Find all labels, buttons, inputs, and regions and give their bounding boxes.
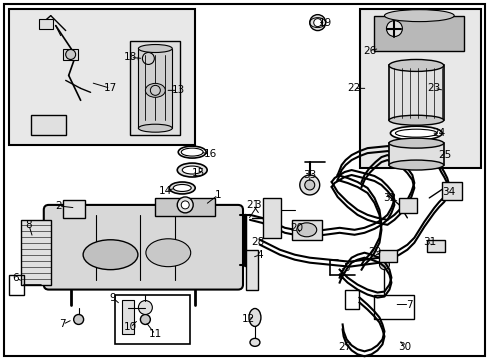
Text: 33: 33 [303,170,316,180]
Text: 21: 21 [246,200,259,210]
Ellipse shape [169,182,195,194]
Bar [427,240,444,252]
Text: 23: 23 [427,84,440,93]
Bar [441,182,461,200]
Text: 12: 12 [241,314,254,324]
Text: 31: 31 [422,237,435,247]
Circle shape [150,85,160,95]
Ellipse shape [138,45,172,53]
Ellipse shape [138,124,172,132]
Text: 16: 16 [203,149,216,159]
Text: 19: 19 [318,18,332,28]
Ellipse shape [177,163,207,177]
Ellipse shape [83,240,138,270]
Text: 13: 13 [171,85,184,95]
Ellipse shape [145,84,165,97]
Bar [115,294,190,345]
Ellipse shape [173,184,191,192]
Text: 11: 11 [148,329,162,339]
Ellipse shape [145,239,190,267]
Bar [9,275,24,294]
Text: 2: 2 [55,201,62,211]
Ellipse shape [249,338,260,346]
Text: 9: 9 [109,293,116,302]
Text: 10: 10 [123,323,137,332]
Circle shape [74,315,83,324]
Text: 5: 5 [343,263,349,273]
Bar [245,250,258,289]
FancyBboxPatch shape [44,205,243,289]
Bar [138,49,172,128]
Bar [359,9,480,168]
Bar [263,198,280,238]
Text: 7: 7 [405,300,412,310]
Text: 24: 24 [432,128,445,138]
Bar [130,41,180,135]
Bar [122,300,134,334]
Text: 3: 3 [254,200,261,210]
Text: 14: 14 [159,186,172,196]
Bar [379,250,397,262]
Bar [62,200,84,218]
Ellipse shape [182,166,202,174]
Bar [31,115,65,135]
Ellipse shape [384,10,453,22]
Bar [39,19,53,28]
Text: 25: 25 [438,150,451,160]
Ellipse shape [389,126,441,140]
Text: 26: 26 [362,45,375,55]
Text: 8: 8 [25,220,32,230]
Bar [291,220,321,240]
Ellipse shape [178,146,206,158]
Ellipse shape [388,160,443,170]
Circle shape [386,21,402,37]
Bar [388,66,443,120]
Circle shape [379,260,388,270]
Ellipse shape [248,309,261,327]
Text: 7: 7 [59,319,66,329]
Text: 28: 28 [251,237,264,247]
Circle shape [65,50,76,59]
Circle shape [309,15,325,31]
Bar [399,198,416,213]
Text: 17: 17 [103,84,117,93]
Text: 18: 18 [123,53,137,63]
Circle shape [177,197,193,213]
Text: 20: 20 [290,223,303,233]
Circle shape [138,49,158,68]
Circle shape [138,301,152,315]
Bar [374,294,413,319]
Text: 32: 32 [382,193,395,203]
Text: 29: 29 [367,247,380,257]
Text: 22: 22 [346,84,360,93]
Circle shape [313,19,321,27]
Bar [62,49,78,60]
Circle shape [299,175,319,195]
Text: 27: 27 [337,342,350,352]
Text: 34: 34 [442,187,455,197]
Text: 30: 30 [397,342,410,352]
Bar [344,289,358,310]
Ellipse shape [296,223,316,237]
Bar [21,220,51,285]
Text: 6: 6 [13,273,19,283]
Text: 15: 15 [191,168,204,178]
Ellipse shape [388,59,443,71]
Circle shape [181,201,189,209]
Ellipse shape [388,115,443,125]
Bar [155,198,215,216]
Text: 4: 4 [256,250,263,260]
Bar [374,15,463,50]
Text: 1: 1 [214,190,221,200]
Bar [388,143,443,165]
Circle shape [304,180,314,190]
Bar [9,9,195,145]
Circle shape [140,315,150,324]
Ellipse shape [388,138,443,148]
